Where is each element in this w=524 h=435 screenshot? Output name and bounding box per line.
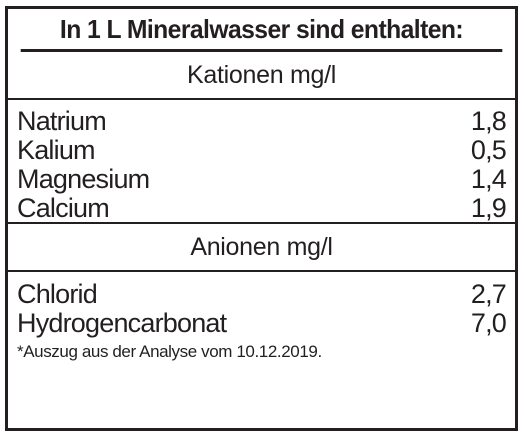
anion-row-hydrogencarbonat: Hydrogencarbonat 7,0: [17, 308, 507, 338]
cation-row-magnesium: Magnesium 1,4: [17, 164, 507, 194]
anion-row-chlorid: Chlorid 2,7: [17, 279, 507, 309]
cation-row-kalium: Kalium 0,5: [17, 135, 507, 165]
anions-header: Anionen mg/l: [8, 222, 515, 272]
anion-name: Chlorid: [17, 279, 98, 309]
anion-value: 2,7: [470, 279, 507, 309]
cation-name: Calcium: [17, 193, 110, 223]
cation-value: 0,5: [470, 135, 507, 165]
cations-header: Kationen mg/l: [8, 52, 515, 100]
anions-list: Chlorid 2,7 Hydrogencarbonat 7,0 *Auszug…: [8, 272, 515, 362]
anion-name: Hydrogencarbonat: [17, 308, 227, 338]
anion-value: 7,0: [470, 308, 507, 338]
cation-row-calcium: Calcium 1,9: [17, 193, 507, 223]
label-title: In 1 L Mineralwasser sind enthalten:: [20, 9, 503, 52]
cation-value: 1,9: [470, 193, 507, 223]
cation-value: 1,8: [470, 106, 507, 136]
analysis-footnote: *Auszug aus der Analyse vom 10.12.2019.: [17, 342, 322, 361]
cation-value: 1,4: [470, 164, 507, 194]
cations-list: Natrium 1,8 Kalium 0,5 Magnesium 1,4 Cal…: [8, 100, 515, 223]
mineral-water-analysis-label: In 1 L Mineralwasser sind enthalten: Kat…: [5, 6, 518, 431]
cation-name: Natrium: [17, 106, 107, 136]
cation-row-natrium: Natrium 1,8: [17, 106, 507, 136]
cation-name: Kalium: [17, 135, 96, 165]
cation-name: Magnesium: [17, 164, 150, 194]
